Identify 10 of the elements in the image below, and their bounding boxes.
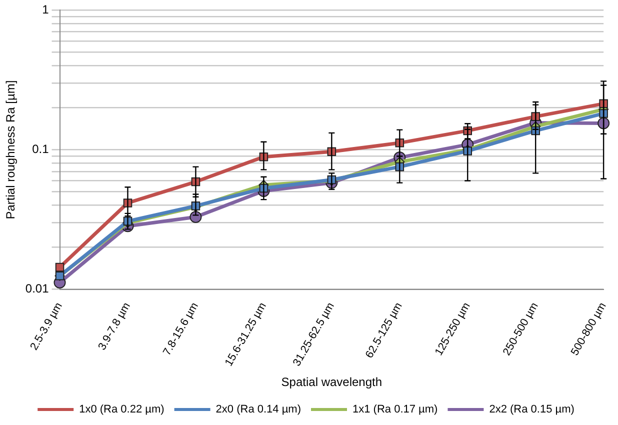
legend-label: 1x0 (Ra 0.22 µm) [79,404,164,416]
y-tick-label: 0.01 [25,282,50,296]
y-tick-label: 1 [42,2,50,17]
y-axis-title: Partial roughness Ra [µm] [4,80,18,220]
y-tick-label: 0.1 [32,142,50,156]
legend-label: 2x2 (Ra 0.15 µm) [489,404,574,416]
legend-label: 1x1 (Ra 0.17 µm) [352,404,438,416]
point [55,262,64,272]
x-axis-title: Spatial wavelength [281,375,382,390]
legend-label: 2x0 (Ra 0.14 µm) [216,404,301,416]
